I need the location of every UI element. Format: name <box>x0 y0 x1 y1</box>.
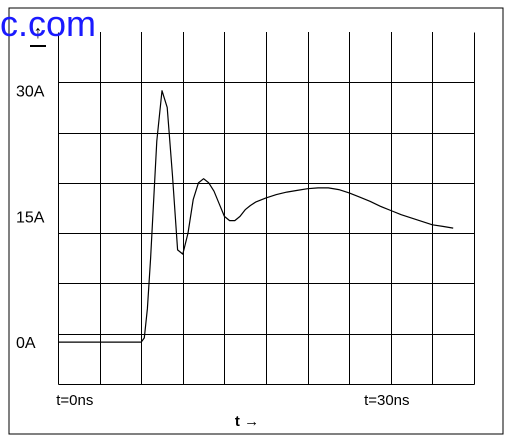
x-tick-labels: t=0ns t=30ns <box>56 392 409 409</box>
y-tick-label: 15A <box>16 209 45 226</box>
y-tick-labels: 0A 15A 30A <box>16 84 45 352</box>
series-line-0 <box>58 90 454 343</box>
x-tick-label: t=30ns <box>364 392 409 409</box>
y-tick-label: 30A <box>16 84 45 101</box>
series-layer <box>58 90 454 343</box>
grid <box>58 32 475 385</box>
y-axis-marker: ↑ <box>34 22 43 42</box>
x-axis-label: t → <box>235 413 259 430</box>
watermark: c.com <box>0 3 96 44</box>
x-tick-label: t=0ns <box>56 392 93 409</box>
y-tick-label: 0A <box>16 335 36 352</box>
chart-frame <box>8 7 504 435</box>
